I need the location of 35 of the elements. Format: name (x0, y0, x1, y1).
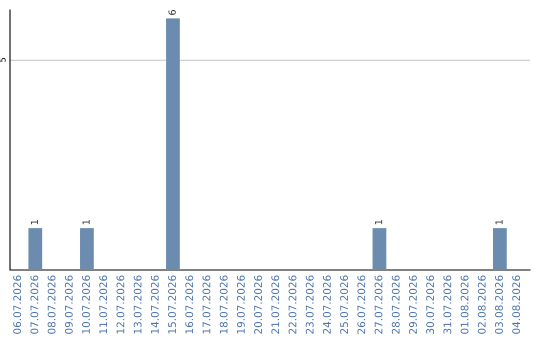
x-tick-label: 23.07.2026 (306, 276, 314, 334)
x-tick-label: 21.07.2026 (271, 276, 280, 334)
x-tick-label: 13.07.2026 (134, 276, 142, 334)
x-tick-label: 29.07.2026 (408, 276, 417, 334)
data-label: 6 (168, 10, 176, 15)
x-tick-label: 22.07.2026 (288, 276, 296, 334)
x-tick-label: 17.07.2026 (202, 276, 210, 334)
x-tick-label: 03.08.2026 (495, 276, 503, 334)
data-label: 1 (495, 220, 503, 224)
x-tick-label: 15.07.2026 (168, 276, 176, 334)
x-tick-label: 19.07.2026 (236, 276, 245, 334)
data-label: 1 (30, 220, 38, 224)
x-tick-label: 02.08.2026 (478, 276, 486, 334)
data-label: 1 (82, 220, 90, 224)
x-tick-label: 24.07.2026 (322, 276, 331, 334)
x-tick-label: 31.07.2026 (443, 276, 452, 334)
x-tick-label: 04.08.2026 (512, 276, 520, 334)
x-tick-label: 12.07.2026 (116, 276, 124, 334)
x-tick-label: 20.07.2026 (254, 276, 262, 334)
x-tick-label: 11.07.2026 (99, 276, 108, 334)
x-tick-label: 25.07.2026 (340, 276, 348, 334)
x-tick-label: 10.07.2026 (82, 276, 90, 334)
x-tick-label: 27.07.2026 (374, 276, 382, 334)
x-tick-label: 09.07.2026 (64, 276, 73, 334)
x-tick-label: 14.07.2026 (150, 276, 159, 334)
x-tick-label: 28.07.2026 (392, 276, 400, 334)
x-tick-label: 07.07.2026 (30, 276, 38, 334)
x-tick-label: 16.07.2026 (185, 276, 194, 334)
x-tick-label: 26.07.2026 (357, 276, 366, 334)
data-label: 1 (375, 220, 382, 224)
x-tick-label: 06.07.2026 (13, 276, 22, 334)
x-tick-label: 30.07.2026 (426, 276, 434, 334)
x-tick-label: 18.07.2026 (220, 276, 228, 334)
x-tick-label: 08.07.2026 (48, 276, 56, 334)
x-tick-label: 01.08.2026 (460, 276, 468, 334)
